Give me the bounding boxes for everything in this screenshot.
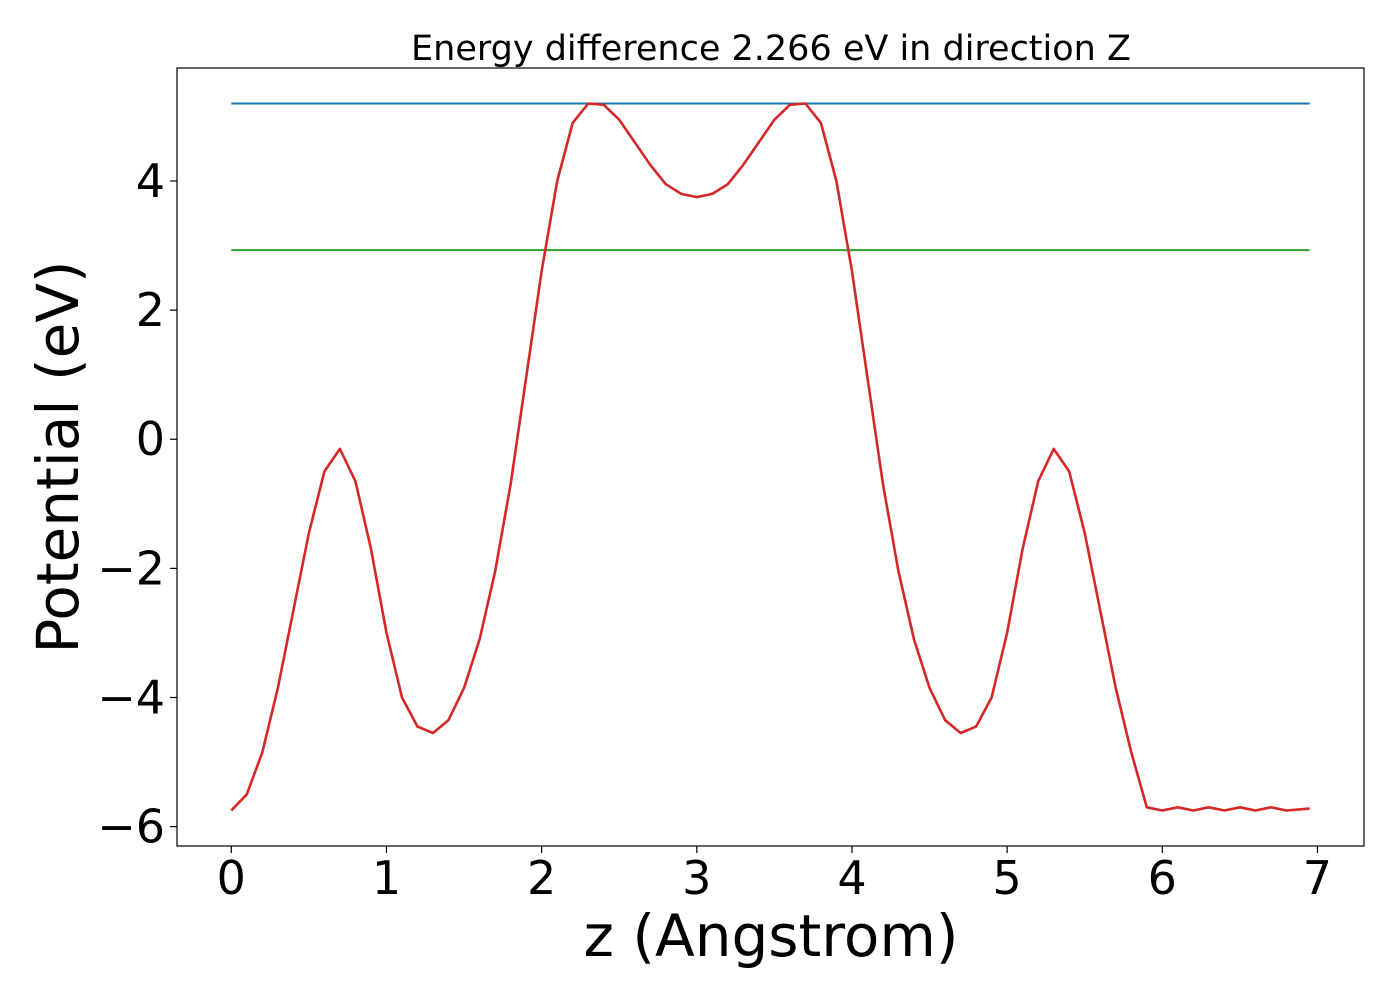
y-tick-label: −2 [97, 541, 165, 595]
x-tick-label: 2 [527, 851, 556, 905]
y-tick-label: −4 [97, 671, 165, 725]
x-tick-label: 6 [1148, 851, 1177, 905]
x-axis-label: z (Angstrom) [584, 902, 959, 970]
x-tick-label: 1 [372, 851, 401, 905]
y-tick-label: 0 [136, 412, 165, 466]
series-potential-curve [230, 102, 1310, 812]
y-tick-label: −6 [97, 800, 165, 854]
y-axis-label: Potential (eV) [24, 260, 92, 653]
series-layer [230, 102, 1310, 812]
y-tick-label: 2 [136, 283, 165, 337]
x-tick-label: 5 [992, 851, 1021, 905]
x-axis-ticks: 0 1 2 3 4 5 6 7 [217, 846, 1332, 905]
x-tick-label: 0 [217, 851, 246, 905]
x-tick-label: 4 [837, 851, 866, 905]
y-tick-label: 4 [136, 154, 165, 208]
chart-title: Energy difference 2.266 eV in direction … [411, 29, 1131, 69]
y-axis-ticks: −6 −4 −2 0 2 4 [97, 154, 177, 854]
x-tick-label: 3 [682, 851, 711, 905]
plot-frame [176, 67, 1365, 847]
x-tick-label: 7 [1303, 851, 1332, 905]
